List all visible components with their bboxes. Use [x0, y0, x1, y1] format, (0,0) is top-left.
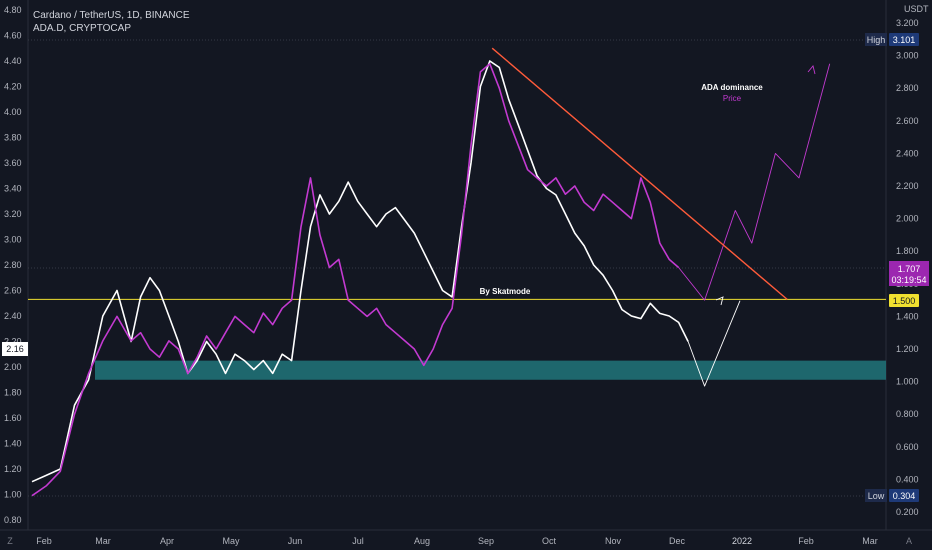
low-label-bg	[865, 489, 887, 502]
overlay-title: ADA.D, CRYPTOCAP	[33, 23, 131, 34]
x-axis-tick-0: Feb	[36, 536, 52, 546]
right-axis-tick-9: 1.400	[896, 311, 919, 321]
left-axis-tick-17: 1.40	[4, 439, 22, 449]
projection-arrowhead-purple	[807, 65, 816, 75]
left-axis-tick-11: 2.60	[4, 286, 22, 296]
series-line-ada-price	[31, 63, 680, 497]
left-axis-tick-14: 2.00	[4, 362, 22, 372]
countdown-value: 03:19:54	[891, 275, 926, 285]
left-axis-tick-1: 4.60	[4, 31, 22, 41]
x-axis-tick-11: 2022	[732, 536, 752, 546]
left-axis-tick-16: 1.60	[4, 413, 22, 423]
left-axis-tick-3: 4.20	[4, 82, 22, 92]
descending-trendline	[491, 47, 788, 300]
x-axis-tick-8: Oct	[542, 536, 557, 546]
right-axis-tick-11: 1.000	[896, 377, 919, 387]
x-axis-tick-13: Mar	[862, 536, 878, 546]
left-axis-tick-2: 4.40	[4, 56, 22, 66]
x-axis-tick-6: Aug	[414, 536, 430, 546]
right-axis-tick-7: 1.800	[896, 246, 919, 256]
high-label-bg	[865, 33, 887, 46]
left-axis-tick-20: 0.80	[4, 515, 22, 525]
projection-arrowhead-white	[715, 296, 724, 306]
left-axis-tick-18: 1.20	[4, 464, 22, 474]
annotation-author: By Skatmode	[480, 287, 531, 296]
x-axis-tick-12: Feb	[798, 536, 814, 546]
right-axis-tick-3: 2.600	[896, 116, 919, 126]
right-axis-tick-6: 2.000	[896, 214, 919, 224]
left-axis-tick-0: 4.80	[4, 5, 22, 15]
currency-label: USDT	[904, 4, 929, 14]
left-axis-tick-9: 3.00	[4, 235, 22, 245]
x-axis-tick-5: Jul	[352, 536, 364, 546]
high-value-badge-bg	[889, 33, 919, 46]
low-label: Low	[868, 491, 885, 501]
level-badge: 1.500	[893, 296, 916, 306]
level-badge-bg	[889, 294, 919, 307]
zoom-button[interactable]: Z	[7, 536, 13, 546]
series-line-ada-dominance	[31, 60, 689, 483]
current-dominance-badge-bg	[2, 342, 28, 356]
left-axis-tick-15: 1.80	[4, 388, 22, 398]
x-axis-tick-3: May	[222, 536, 240, 546]
symbol-title: Cardano / TetherUS, 1D, BINANCE	[33, 10, 190, 21]
last-price-value: 1.707	[898, 264, 921, 274]
left-axis-tick-4: 4.00	[4, 107, 22, 117]
left-axis-tick-7: 3.40	[4, 184, 22, 194]
x-axis-tick-2: Apr	[160, 536, 174, 546]
right-axis-tick-10: 1.200	[896, 344, 919, 354]
right-axis-tick-15: 0.200	[896, 507, 919, 517]
left-axis-tick-13: 2.20	[4, 337, 22, 347]
annotation-dominance-title: ADA dominance	[701, 83, 763, 92]
support-zone	[95, 360, 886, 380]
left-axis-tick-12: 2.40	[4, 311, 22, 321]
x-axis-tick-1: Mar	[95, 536, 111, 546]
x-axis-tick-4: Jun	[288, 536, 303, 546]
annotation-dominance-sub: Price	[723, 94, 742, 103]
high-value-badge: 3.101	[893, 35, 916, 45]
left-axis-tick-19: 1.00	[4, 490, 22, 500]
x-axis-tick-7: Sep	[478, 536, 494, 546]
right-axis-tick-1: 3.000	[896, 51, 919, 61]
left-axis-tick-10: 2.80	[4, 260, 22, 270]
right-axis-tick-13: 0.600	[896, 442, 919, 452]
left-axis-tick-6: 3.60	[4, 158, 22, 168]
auto-scale-button[interactable]: A	[906, 536, 912, 546]
projection-line-1	[678, 63, 831, 301]
right-axis-tick-0: 3.200	[896, 18, 919, 28]
right-axis-tick-14: 0.400	[896, 474, 919, 484]
right-axis-tick-4: 2.400	[896, 148, 919, 158]
low-value-badge: 0.304	[893, 491, 916, 501]
x-axis-tick-10: Dec	[669, 536, 686, 546]
left-axis-tick-8: 3.20	[4, 209, 22, 219]
right-axis-tick-12: 0.800	[896, 409, 919, 419]
low-value-badge-bg	[889, 489, 919, 502]
projection-line-0	[687, 300, 741, 387]
x-axis-tick-9: Nov	[605, 536, 622, 546]
right-axis-tick-2: 2.800	[896, 83, 919, 93]
right-axis-tick-5: 2.200	[896, 181, 919, 191]
last-price-badge-bg	[889, 261, 929, 286]
left-axis-tick-5: 3.80	[4, 133, 22, 143]
current-dominance-badge: 2.16	[6, 344, 24, 354]
high-label: High	[867, 35, 886, 45]
